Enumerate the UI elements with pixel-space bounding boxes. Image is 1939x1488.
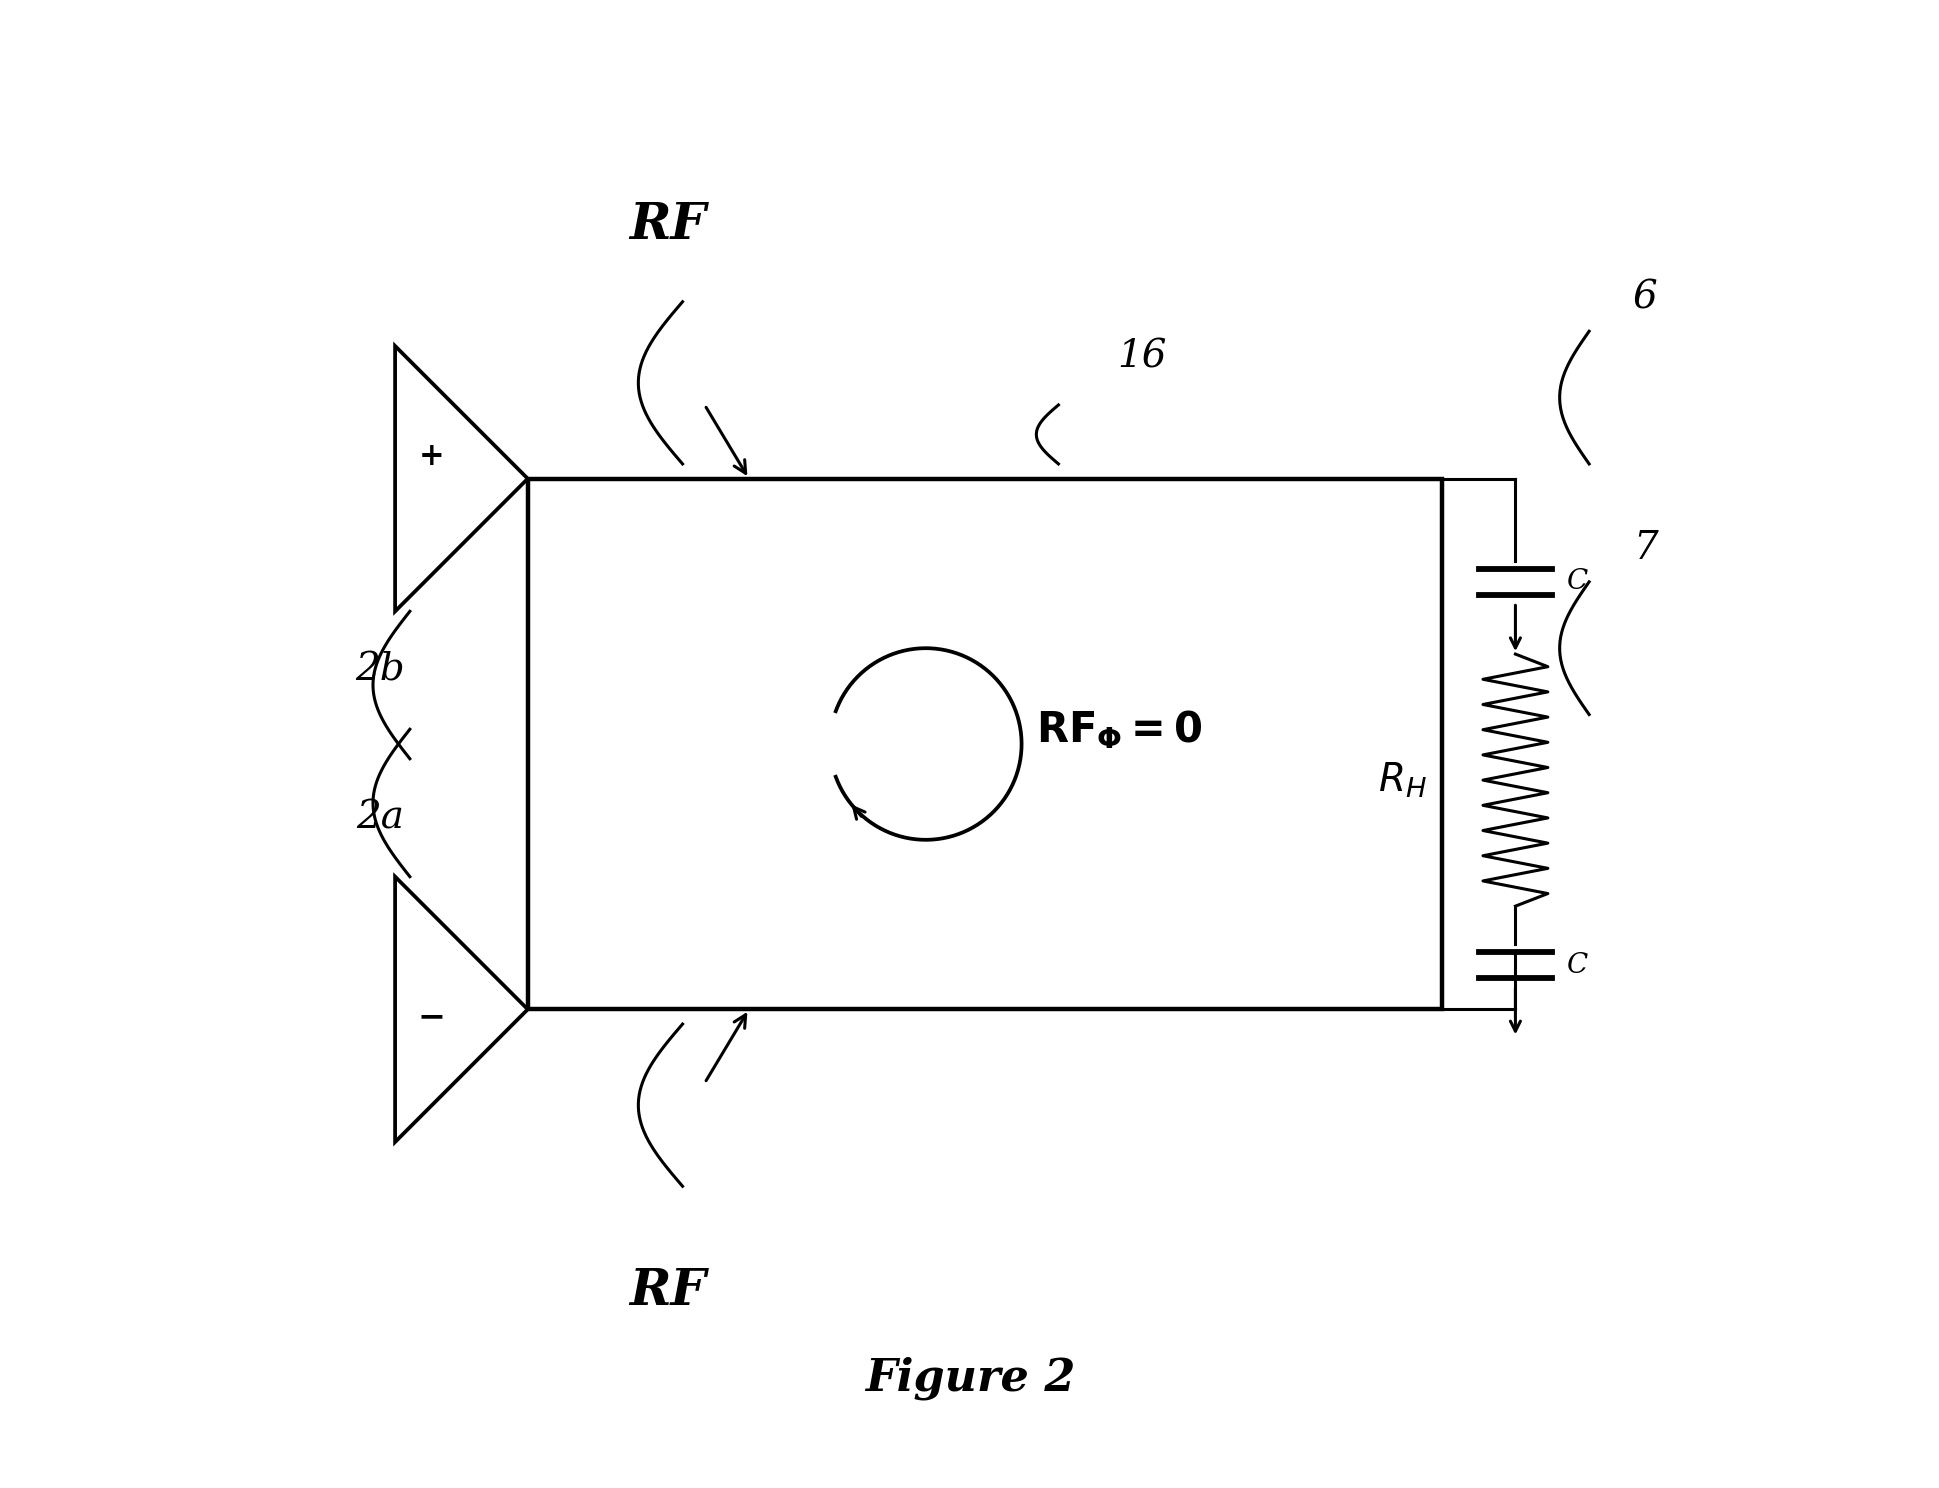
Text: RF: RF [628,1268,706,1317]
Text: $\mathbf{RF}_{\boldsymbol{\Phi}}\mathbf{= 0}$: $\mathbf{RF}_{\boldsymbol{\Phi}}\mathbf{… [1035,708,1202,751]
Text: 2a: 2a [357,799,403,836]
Bar [527,479,1441,1009]
Text: RF: RF [628,201,706,250]
Text: C: C [1567,952,1588,979]
Text: 7: 7 [1633,530,1658,567]
Text: −: − [417,1000,446,1033]
Text: 6: 6 [1633,280,1658,317]
Text: Figure 2: Figure 2 [865,1356,1074,1400]
Text: $R_H$: $R_H$ [1377,760,1427,799]
Text: C: C [1567,568,1588,595]
Text: +: + [419,440,444,472]
Text: 16: 16 [1117,338,1167,375]
Text: 2b: 2b [355,652,405,689]
